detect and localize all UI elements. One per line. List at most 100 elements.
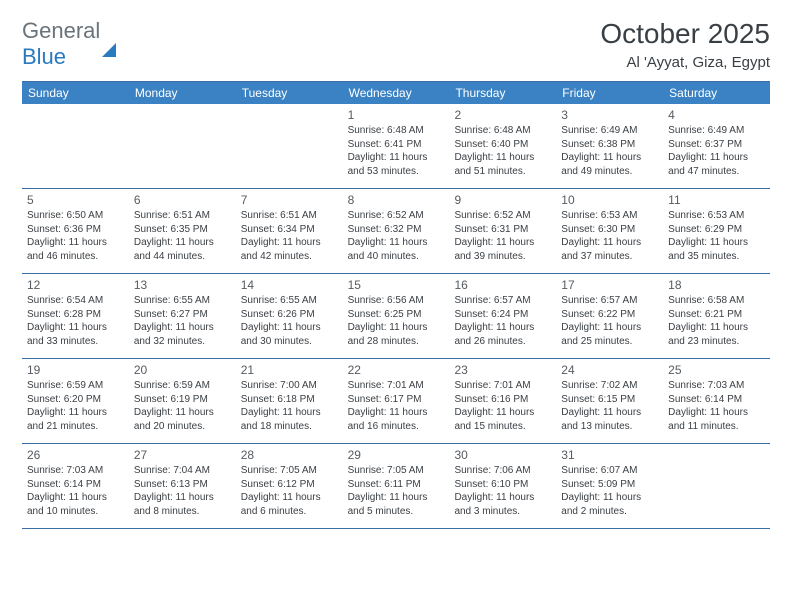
day-number: 10 — [561, 192, 658, 208]
daylight-label-1: Daylight: 11 hours — [241, 236, 338, 250]
calendar-cell: 13Sunrise: 6:55 AMSunset: 6:27 PMDayligh… — [129, 274, 236, 358]
sunset-label: Sunset: 6:22 PM — [561, 308, 658, 322]
daylight-label-1: Daylight: 11 hours — [348, 406, 445, 420]
daylight-label-2: and 47 minutes. — [668, 165, 765, 179]
daylight-label-2: and 33 minutes. — [27, 335, 124, 349]
daylight-label-1: Daylight: 11 hours — [241, 406, 338, 420]
sunset-label: Sunset: 6:19 PM — [134, 393, 231, 407]
sunrise-label: Sunrise: 6:58 AM — [668, 294, 765, 308]
weekday-header: Monday — [129, 82, 236, 104]
sunset-label: Sunset: 6:28 PM — [27, 308, 124, 322]
day-number: 20 — [134, 362, 231, 378]
daylight-label-2: and 18 minutes. — [241, 420, 338, 434]
daylight-label-2: and 44 minutes. — [134, 250, 231, 264]
calendar-cell: 6Sunrise: 6:51 AMSunset: 6:35 PMDaylight… — [129, 189, 236, 273]
sunset-label: Sunset: 6:20 PM — [27, 393, 124, 407]
calendar-week-row: 1Sunrise: 6:48 AMSunset: 6:41 PMDaylight… — [22, 104, 770, 189]
sunrise-label: Sunrise: 6:52 AM — [348, 209, 445, 223]
day-number: 5 — [27, 192, 124, 208]
sunrise-label: Sunrise: 6:49 AM — [561, 124, 658, 138]
day-number: 31 — [561, 447, 658, 463]
day-number: 18 — [668, 277, 765, 293]
title-block: October 2025 Al 'Ayyat, Giza, Egypt — [600, 18, 770, 71]
sunset-label: Sunset: 5:09 PM — [561, 478, 658, 492]
calendar-page: General Blue October 2025 Al 'Ayyat, Giz… — [0, 0, 792, 612]
sunset-label: Sunset: 6:37 PM — [668, 138, 765, 152]
daylight-label-1: Daylight: 11 hours — [454, 236, 551, 250]
sunset-label: Sunset: 6:34 PM — [241, 223, 338, 237]
calendar-cell: 20Sunrise: 6:59 AMSunset: 6:19 PMDayligh… — [129, 359, 236, 443]
daylight-label-2: and 21 minutes. — [27, 420, 124, 434]
daylight-label-2: and 32 minutes. — [134, 335, 231, 349]
sunset-label: Sunset: 6:31 PM — [454, 223, 551, 237]
sunset-label: Sunset: 6:11 PM — [348, 478, 445, 492]
sunrise-label: Sunrise: 7:06 AM — [454, 464, 551, 478]
calendar-cell: 29Sunrise: 7:05 AMSunset: 6:11 PMDayligh… — [343, 444, 450, 528]
sunrise-label: Sunrise: 6:50 AM — [27, 209, 124, 223]
daylight-label-2: and 3 minutes. — [454, 505, 551, 519]
daylight-label-1: Daylight: 11 hours — [454, 321, 551, 335]
daylight-label-1: Daylight: 11 hours — [134, 491, 231, 505]
day-number: 8 — [348, 192, 445, 208]
calendar-cell: 31Sunrise: 6:07 AMSunset: 5:09 PMDayligh… — [556, 444, 663, 528]
sunset-label: Sunset: 6:27 PM — [134, 308, 231, 322]
calendar-cell-empty — [663, 444, 770, 528]
day-number: 14 — [241, 277, 338, 293]
day-number: 21 — [241, 362, 338, 378]
sunrise-label: Sunrise: 7:04 AM — [134, 464, 231, 478]
calendar-cell-empty — [129, 104, 236, 188]
daylight-label-2: and 8 minutes. — [134, 505, 231, 519]
calendar-cell-empty — [236, 104, 343, 188]
calendar-cell: 7Sunrise: 6:51 AMSunset: 6:34 PMDaylight… — [236, 189, 343, 273]
day-number: 25 — [668, 362, 765, 378]
daylight-label-2: and 35 minutes. — [668, 250, 765, 264]
daylight-label-1: Daylight: 11 hours — [668, 236, 765, 250]
sunrise-label: Sunrise: 6:56 AM — [348, 294, 445, 308]
day-number: 11 — [668, 192, 765, 208]
daylight-label-2: and 40 minutes. — [348, 250, 445, 264]
day-number: 12 — [27, 277, 124, 293]
daylight-label-2: and 53 minutes. — [348, 165, 445, 179]
sunset-label: Sunset: 6:30 PM — [561, 223, 658, 237]
daylight-label-1: Daylight: 11 hours — [561, 321, 658, 335]
calendar-cell: 17Sunrise: 6:57 AMSunset: 6:22 PMDayligh… — [556, 274, 663, 358]
daylight-label-2: and 5 minutes. — [348, 505, 445, 519]
sunset-label: Sunset: 6:24 PM — [454, 308, 551, 322]
sunrise-label: Sunrise: 6:52 AM — [454, 209, 551, 223]
daylight-label-2: and 13 minutes. — [561, 420, 658, 434]
day-number: 29 — [348, 447, 445, 463]
daylight-label-1: Daylight: 11 hours — [561, 236, 658, 250]
sunset-label: Sunset: 6:40 PM — [454, 138, 551, 152]
sunrise-label: Sunrise: 6:54 AM — [27, 294, 124, 308]
calendar-cell: 1Sunrise: 6:48 AMSunset: 6:41 PMDaylight… — [343, 104, 450, 188]
daylight-label-2: and 26 minutes. — [454, 335, 551, 349]
sunset-label: Sunset: 6:10 PM — [454, 478, 551, 492]
weekday-header: Tuesday — [236, 82, 343, 104]
weekday-header: Friday — [556, 82, 663, 104]
sunrise-label: Sunrise: 6:53 AM — [561, 209, 658, 223]
daylight-label-1: Daylight: 11 hours — [27, 406, 124, 420]
daylight-label-1: Daylight: 11 hours — [348, 491, 445, 505]
sunset-label: Sunset: 6:29 PM — [668, 223, 765, 237]
calendar-cell: 21Sunrise: 7:00 AMSunset: 6:18 PMDayligh… — [236, 359, 343, 443]
daylight-label-2: and 49 minutes. — [561, 165, 658, 179]
daylight-label-2: and 25 minutes. — [561, 335, 658, 349]
day-number: 6 — [134, 192, 231, 208]
day-number: 28 — [241, 447, 338, 463]
weeks-container: 1Sunrise: 6:48 AMSunset: 6:41 PMDaylight… — [22, 104, 770, 529]
daylight-label-1: Daylight: 11 hours — [454, 491, 551, 505]
month-title: October 2025 — [600, 18, 770, 50]
weekday-header: Thursday — [449, 82, 556, 104]
sunset-label: Sunset: 6:35 PM — [134, 223, 231, 237]
sunset-label: Sunset: 6:21 PM — [668, 308, 765, 322]
brand-triangle-icon — [102, 18, 116, 57]
calendar-cell: 18Sunrise: 6:58 AMSunset: 6:21 PMDayligh… — [663, 274, 770, 358]
daylight-label-1: Daylight: 11 hours — [27, 321, 124, 335]
sunset-label: Sunset: 6:16 PM — [454, 393, 551, 407]
daylight-label-1: Daylight: 11 hours — [454, 151, 551, 165]
daylight-label-1: Daylight: 11 hours — [241, 491, 338, 505]
sunset-label: Sunset: 6:18 PM — [241, 393, 338, 407]
calendar-cell: 12Sunrise: 6:54 AMSunset: 6:28 PMDayligh… — [22, 274, 129, 358]
calendar-cell: 3Sunrise: 6:49 AMSunset: 6:38 PMDaylight… — [556, 104, 663, 188]
sunset-label: Sunset: 6:38 PM — [561, 138, 658, 152]
